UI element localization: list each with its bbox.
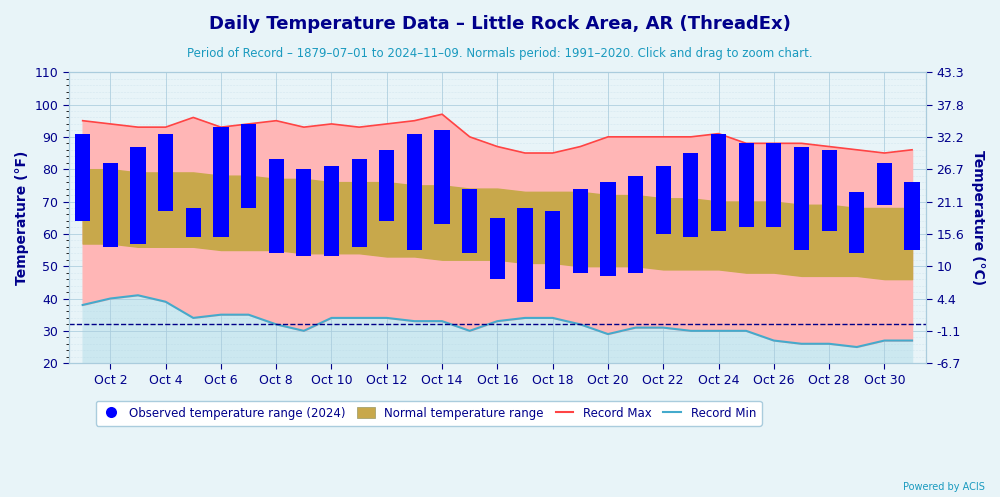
Bar	[628, 175, 643, 273]
Bar	[324, 166, 339, 256]
Bar	[711, 134, 726, 231]
Bar	[600, 182, 616, 276]
Bar	[462, 188, 477, 253]
Bar	[904, 182, 920, 250]
Bar	[822, 150, 837, 231]
Bar	[103, 163, 118, 247]
Text: Powered by ACIS: Powered by ACIS	[903, 482, 985, 492]
Legend: Observed temperature range (2024), Normal temperature range, Record Max, Record : Observed temperature range (2024), Norma…	[96, 401, 762, 425]
Bar	[130, 147, 146, 244]
Bar	[241, 124, 256, 208]
Y-axis label: Temperature (°C): Temperature (°C)	[971, 150, 985, 285]
Bar	[158, 134, 173, 211]
Bar	[517, 208, 533, 302]
Bar	[794, 147, 809, 250]
Bar	[379, 150, 394, 221]
Bar	[683, 153, 698, 237]
Text: Period of Record – 1879–07–01 to 2024–11–09. Normals period: 1991–2020. Click an: Period of Record – 1879–07–01 to 2024–11…	[187, 47, 813, 60]
Bar	[656, 166, 671, 234]
Bar	[849, 192, 864, 253]
Bar	[186, 208, 201, 237]
Bar	[352, 160, 367, 247]
Y-axis label: Temperature (°F): Temperature (°F)	[15, 151, 29, 285]
Text: Daily Temperature Data – Little Rock Area, AR (ThreadEx): Daily Temperature Data – Little Rock Are…	[209, 15, 791, 33]
Bar	[296, 169, 311, 256]
Bar	[573, 188, 588, 273]
Bar	[766, 143, 781, 228]
Bar	[213, 127, 229, 237]
Bar	[434, 130, 450, 224]
Bar	[545, 211, 560, 289]
Bar	[75, 134, 90, 221]
Bar	[407, 134, 422, 250]
Bar	[739, 143, 754, 228]
Bar	[490, 218, 505, 279]
Bar	[877, 163, 892, 205]
Bar	[269, 160, 284, 253]
